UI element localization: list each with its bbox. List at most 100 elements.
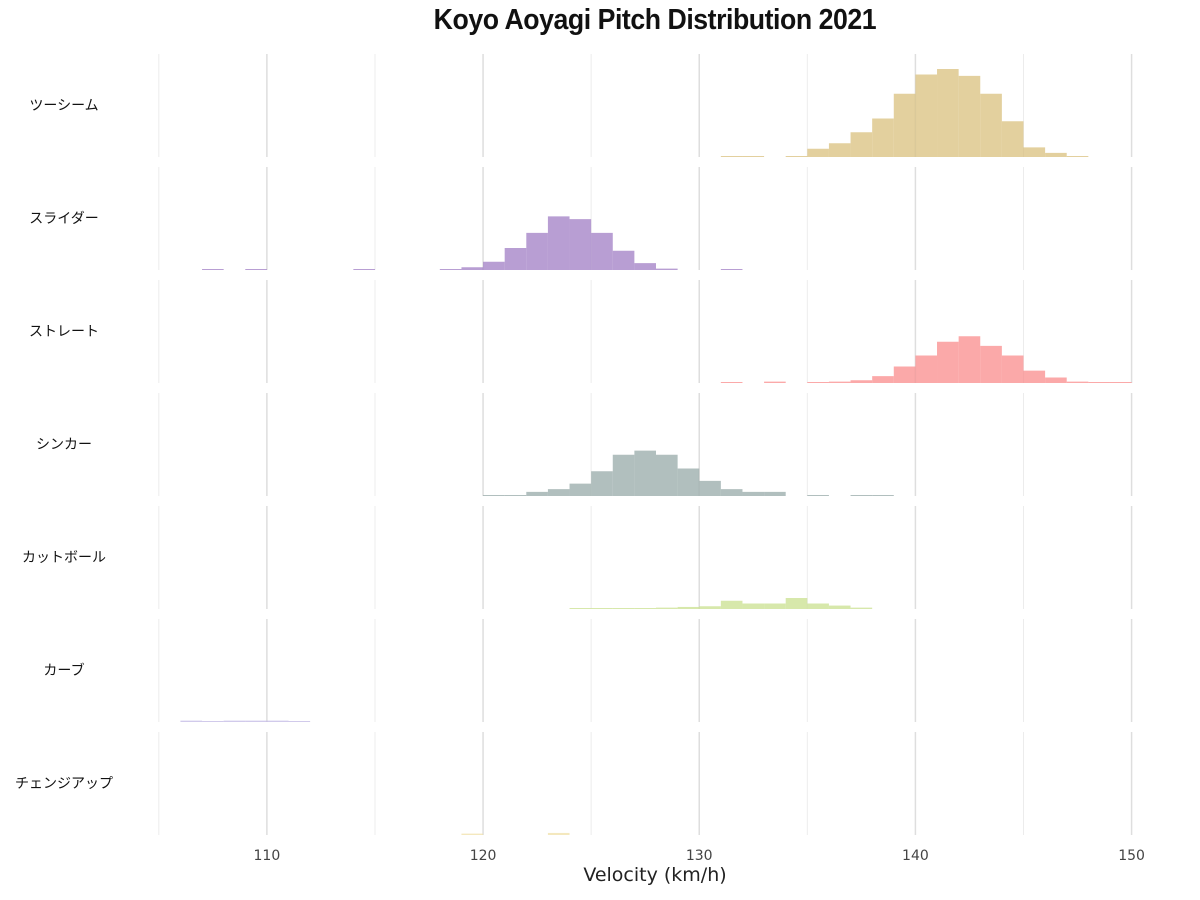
histogram-bar [1045, 377, 1067, 383]
x-tick-label: 110 [254, 848, 281, 864]
histogram-bar [1109, 382, 1132, 383]
histogram-bar [656, 607, 678, 609]
histogram-bar [1023, 370, 1046, 383]
histogram-bar [656, 268, 678, 270]
histogram-bar [807, 603, 829, 609]
histogram-bar [461, 267, 484, 270]
histogram-bar [634, 608, 656, 609]
histogram-bar [504, 248, 527, 270]
histogram-bar [288, 721, 311, 722]
histogram-bar [850, 132, 873, 157]
histogram-bar [785, 598, 808, 609]
histogram-bar [720, 600, 743, 609]
histogram-bar [872, 376, 894, 383]
histogram-bar [785, 156, 808, 157]
histogram-bar [634, 450, 656, 496]
histogram-bar [764, 381, 786, 383]
histogram-bar [1045, 152, 1067, 157]
facet-label: ストレート [29, 324, 99, 340]
histogram-bar [266, 720, 289, 722]
histogram-bar [245, 720, 267, 722]
histogram-bar [591, 471, 613, 496]
histogram-bar [742, 603, 765, 609]
histogram-bar [439, 269, 462, 270]
histogram-bar [591, 232, 613, 270]
histogram-bar [807, 148, 829, 157]
histogram-bar [828, 143, 851, 157]
histogram-bar [742, 156, 765, 157]
histogram-bar [547, 489, 570, 496]
histogram-bar [893, 366, 916, 383]
histogram-bar [677, 468, 700, 496]
histogram-bar [937, 69, 959, 157]
histogram-bars [180, 69, 1132, 835]
histogram-bar [980, 345, 1002, 383]
facet-label: カットボール [22, 550, 106, 566]
x-tick-label: 130 [686, 848, 713, 864]
histogram-bar [1001, 121, 1024, 157]
histogram-bar [764, 603, 786, 609]
histogram-bar [980, 93, 1002, 157]
histogram-bar [807, 495, 829, 496]
histogram-bar [461, 833, 484, 835]
histogram-bar [483, 495, 505, 496]
histogram-bar [699, 480, 721, 496]
histogram-bar [937, 341, 959, 383]
histogram-bar [720, 489, 743, 496]
histogram-bar [223, 720, 246, 722]
histogram-bar [353, 269, 375, 270]
histogram-bar [850, 607, 873, 609]
histogram-bar [547, 216, 570, 270]
histogram-bar [526, 232, 548, 270]
histogram-bar [612, 454, 635, 496]
histogram-bar [850, 495, 873, 496]
histogram-bar [958, 75, 981, 157]
histogram-bar [591, 608, 613, 609]
x-tick-label: 140 [902, 848, 929, 864]
facet-label: ツーシーム [29, 98, 98, 114]
histogram-bar [1023, 147, 1046, 157]
histogram-bar [483, 261, 505, 270]
histogram-bar [828, 605, 851, 609]
histogram-bar [612, 250, 635, 270]
x-tick-label: 150 [1118, 848, 1145, 864]
histogram-bar [850, 380, 873, 383]
histogram-bar [547, 832, 570, 835]
histogram-bar [504, 495, 527, 496]
histogram-bar [677, 606, 700, 609]
histogram-bar [180, 720, 203, 722]
histogram-bar [958, 336, 981, 383]
gridlines [158, 54, 1133, 835]
histogram-bar [1088, 382, 1110, 383]
histogram-bar [872, 118, 894, 157]
histogram-bar [569, 483, 592, 496]
histogram-bar [828, 381, 851, 383]
histogram-bar [807, 382, 829, 383]
facet-label: チェンジアップ [15, 776, 113, 792]
histogram-bar [872, 495, 894, 496]
histogram-bar [526, 491, 548, 496]
histogram-bar [915, 355, 938, 383]
histogram-bar [720, 382, 743, 383]
histogram-bar [202, 269, 224, 270]
histogram-bar [915, 74, 938, 157]
histogram-bar [569, 608, 592, 609]
x-axis-label: Velocity (km/h) [583, 864, 727, 886]
histogram-bar [656, 454, 678, 496]
histogram-bar [1066, 381, 1089, 383]
histogram-bar [202, 721, 224, 722]
histogram-bar [720, 269, 743, 270]
histogram-bar [699, 606, 721, 609]
histogram-bar [720, 156, 743, 157]
chart-title: Koyo Aoyagi Pitch Distribution 2021 [433, 4, 877, 36]
histogram-bar [764, 491, 786, 496]
histogram-bar [1001, 355, 1024, 383]
histogram-bar [569, 219, 592, 270]
x-axis-ticks: 110 120 130 140 150 [254, 848, 1145, 864]
histogram-bar [893, 93, 916, 157]
histogram-bar [1066, 156, 1089, 157]
histogram-bar [245, 269, 267, 270]
histogram-bar [634, 263, 656, 270]
